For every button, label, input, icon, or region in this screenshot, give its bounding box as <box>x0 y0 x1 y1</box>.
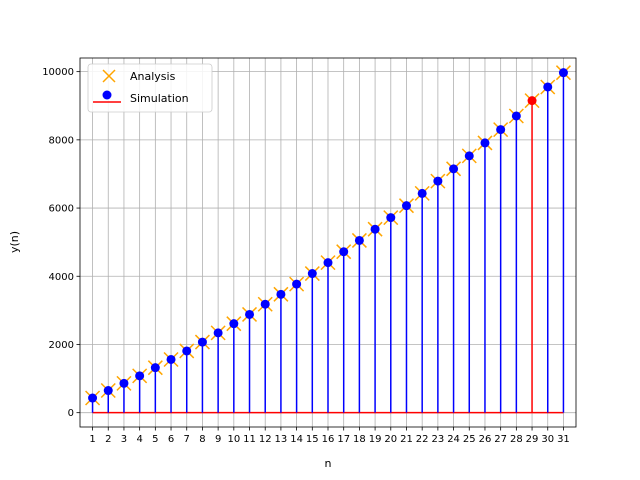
markers <box>85 65 571 406</box>
simulation-marker <box>182 346 192 356</box>
y-tick-label: 4000 <box>49 272 74 283</box>
y-axis-ticks: 0 2000 4000 6000 8000 10000 <box>42 67 80 419</box>
simulation-marker <box>480 138 490 148</box>
simulation-marker <box>323 258 333 268</box>
simulation-marker <box>166 354 176 364</box>
simulation-marker <box>150 363 160 373</box>
simulation-marker <box>354 235 364 245</box>
x-tick-label: 25 <box>463 434 476 445</box>
x-tick-label: 8 <box>199 434 205 445</box>
simulation-marker <box>386 213 396 223</box>
x-axis-label: n <box>325 457 332 470</box>
x-tick-label: 11 <box>243 434 256 445</box>
simulation-marker <box>245 309 255 319</box>
legend-analysis-icon <box>102 69 116 83</box>
x-tick-label: 18 <box>353 434 366 445</box>
y-tick-label: 10000 <box>42 67 74 78</box>
simulation-marker <box>339 247 349 257</box>
simulation-marker <box>401 201 411 211</box>
x-tick-label: 31 <box>557 434 570 445</box>
x-tick-label: 4 <box>136 434 142 445</box>
simulation-marker <box>511 111 521 121</box>
x-tick-label: 12 <box>259 434 272 445</box>
simulation-marker <box>88 393 98 403</box>
x-tick-label: 7 <box>184 434 190 445</box>
legend: Analysis Simulation <box>87 63 213 113</box>
x-tick-label: 27 <box>494 434 507 445</box>
x-tick-label: 30 <box>541 434 554 445</box>
simulation-marker <box>370 224 380 234</box>
simulation-marker <box>417 188 427 198</box>
x-tick-label: 2 <box>105 434 111 445</box>
legend-analysis-label: Analysis <box>130 70 176 83</box>
y-axis-label: y(n) <box>8 231 21 253</box>
x-tick-label: 6 <box>168 434 174 445</box>
simulation-marker <box>558 68 568 78</box>
simulation-marker <box>276 289 286 299</box>
simulation-marker <box>433 176 443 186</box>
x-tick-label: 9 <box>215 434 221 445</box>
x-axis-ticks: 1 2 3 4 5 6 7 8 9 10 11 12 13 14 15 16 17 18 19 20 21 22 23 24 2… <box>89 427 570 445</box>
simulation-marker <box>197 337 207 347</box>
x-tick-label: 20 <box>384 434 397 445</box>
simulation-marker <box>213 328 223 338</box>
simulation-marker <box>527 96 537 106</box>
y-tick-label: 0 <box>68 408 74 419</box>
legend-simulation-icon <box>93 90 121 103</box>
simulation-marker <box>464 151 474 161</box>
x-tick-label: 5 <box>152 434 158 445</box>
y-tick-label: 8000 <box>49 135 74 146</box>
x-tick-label: 1 <box>89 434 95 445</box>
simulation-marker <box>307 269 317 279</box>
x-tick-label: 19 <box>369 434 382 445</box>
x-tick-label: 17 <box>337 434 350 445</box>
x-tick-label: 10 <box>227 434 240 445</box>
x-tick-label: 24 <box>447 434 460 445</box>
x-tick-label: 28 <box>510 434 523 445</box>
simulation-marker <box>103 386 113 396</box>
simulation-marker <box>496 125 506 135</box>
simulation-marker <box>449 164 459 174</box>
x-tick-label: 29 <box>526 434 539 445</box>
simulation-marker <box>543 82 553 92</box>
y-tick-label: 2000 <box>49 340 74 351</box>
stems <box>91 72 565 414</box>
simulation-marker <box>135 371 145 381</box>
simulation-marker <box>229 319 239 329</box>
x-tick-label: 3 <box>121 434 127 445</box>
x-tick-label: 14 <box>290 434 303 445</box>
legend-simulation-label: Simulation <box>130 92 189 105</box>
x-tick-label: 22 <box>416 434 429 445</box>
x-tick-label: 26 <box>479 434 492 445</box>
y-tick-label: 6000 <box>49 204 74 215</box>
simulation-marker <box>292 279 302 289</box>
x-tick-label: 15 <box>306 434 319 445</box>
x-tick-label: 13 <box>275 434 288 445</box>
simulation-marker <box>119 378 129 388</box>
x-tick-label: 16 <box>322 434 335 445</box>
legend-box <box>87 63 213 113</box>
x-tick-label: 23 <box>432 434 445 445</box>
x-tick-label: 21 <box>400 434 413 445</box>
simulation-marker <box>260 299 270 309</box>
